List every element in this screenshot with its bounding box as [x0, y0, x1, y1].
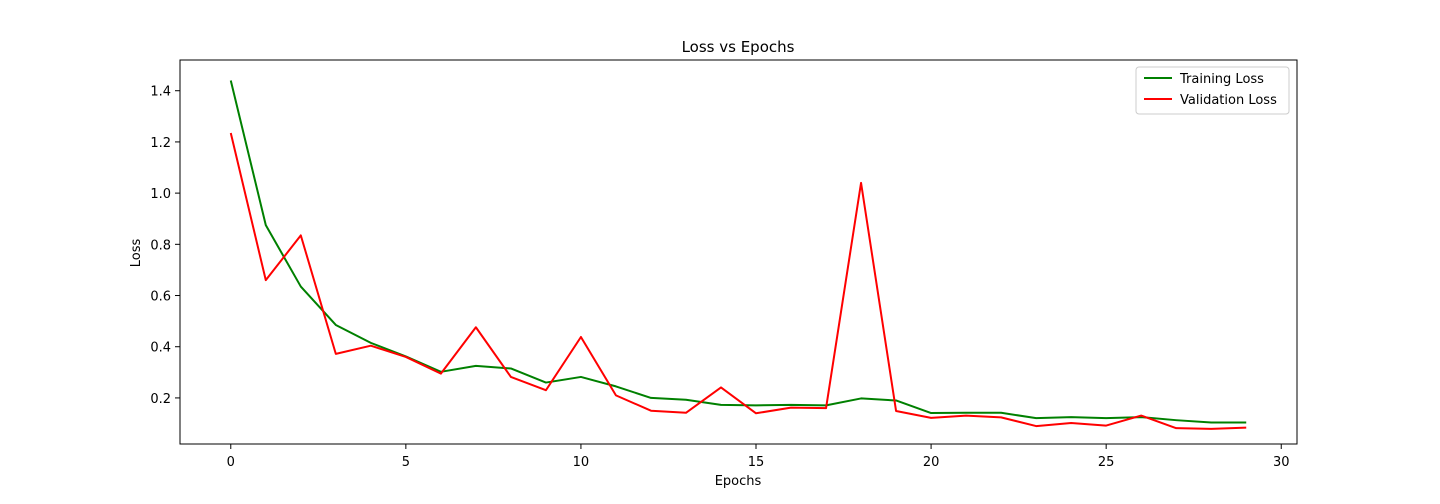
x-tick-label: 30 [1273, 455, 1290, 470]
y-tick-label: 1.0 [150, 187, 171, 202]
legend-label: Validation Loss [1180, 93, 1277, 108]
x-tick-label: 25 [1098, 455, 1115, 470]
axes-frame [179, 59, 1298, 445]
x-axis-label: Epochs [715, 474, 762, 489]
y-tick-label: 1.4 [150, 85, 171, 100]
y-tick-label: 0.2 [150, 392, 171, 407]
y-tick-label: 1.2 [150, 136, 171, 151]
y-tick-label: 0.8 [150, 238, 171, 253]
x-tick-label: 20 [923, 455, 940, 470]
plot-area: 0 5 10 15 20 25 30 0.2 0.4 0.6 0.8 1.0 1.2 1.4 Trainin… [150, 59, 1298, 470]
x-tick-label: 5 [402, 455, 410, 470]
chart-title: Loss vs Epochs [682, 38, 795, 56]
legend-box [1135, 66, 1290, 115]
x-tick-label: 10 [573, 455, 590, 470]
y-axis-label: Loss [129, 239, 144, 268]
legend: Training Loss Validation Loss [1135, 66, 1290, 115]
legend-label: Training Loss [1179, 72, 1264, 87]
y-tick-label: 0.6 [150, 290, 171, 305]
series-line-validation-loss [229, 132, 1247, 430]
x-tick-label: 0 [227, 455, 235, 470]
y-tick-label: 0.4 [150, 341, 171, 356]
x-tick-label: 15 [748, 455, 765, 470]
